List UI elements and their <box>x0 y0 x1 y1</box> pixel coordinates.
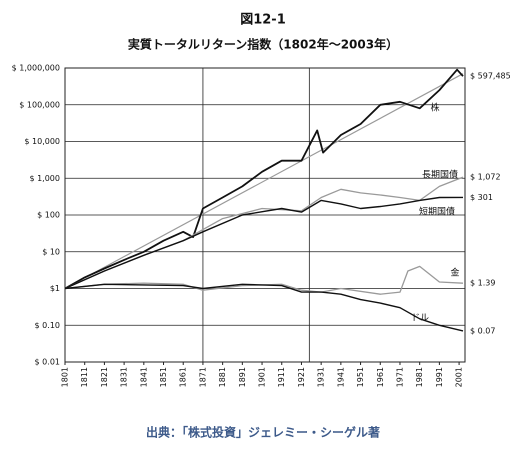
y-tick-label: $ 0.10 <box>35 321 60 330</box>
series-line <box>64 283 464 332</box>
series-line <box>64 176 464 290</box>
series-name: 短期国債 <box>419 206 455 218</box>
chart-subtitle: 実質トータルリターン指数（1802年～2003年） <box>128 37 398 52</box>
y-tick-label: $ 10 <box>42 247 60 256</box>
series-line <box>64 196 464 290</box>
source-note: 出典：「株式投資」ジェレミー・シーゲル著 <box>146 425 380 440</box>
x-tick-label: 1801 <box>61 367 70 387</box>
y-tick-label: $ 1,000 <box>29 174 60 183</box>
value-label: $ 597,485 <box>470 72 511 81</box>
x-tick-label: 1891 <box>238 367 247 387</box>
series-name: 株 <box>430 102 439 114</box>
y-tick-label: $ 100,000 <box>19 100 60 109</box>
value-label: $ 0.07 <box>470 326 495 335</box>
x-tick-label: 1951 <box>356 367 365 387</box>
y-tick-label: $ 100 <box>37 211 60 220</box>
x-tick-label: 1921 <box>297 367 306 387</box>
x-tick-label: 1861 <box>179 367 188 387</box>
x-tick-label: 1831 <box>120 367 129 387</box>
x-tick-label: 1941 <box>336 367 345 387</box>
y-tick-label: $ 10,000 <box>24 137 60 146</box>
series-line <box>64 68 464 290</box>
series-line <box>64 265 464 295</box>
x-tick-label: 1981 <box>415 367 424 387</box>
value-label: $ 1.39 <box>470 279 495 288</box>
x-tick-label: 1871 <box>198 367 207 387</box>
chart-title: 図12-1 <box>240 13 286 28</box>
y-tick-label: $1 <box>50 284 60 293</box>
x-tick-label: 1991 <box>435 367 444 387</box>
series-name: ドル <box>411 314 429 324</box>
x-tick-label: 1811 <box>80 367 89 387</box>
series-name: 長期国債 <box>422 169 458 181</box>
series-name: 金 <box>450 267 459 279</box>
x-tick-label: 1821 <box>100 367 109 387</box>
x-tick-label: 1961 <box>376 367 385 387</box>
value-label: $ 301 <box>470 193 493 202</box>
y-tick-label: $ 1,000,000 <box>12 64 60 73</box>
x-tick-label: 1971 <box>395 367 404 387</box>
x-tick-label: 1851 <box>159 367 168 387</box>
x-tick-label: 1901 <box>258 367 267 387</box>
x-tick-label: 1911 <box>277 367 286 387</box>
x-tick-label: 1841 <box>139 367 148 387</box>
x-tick-label: 1881 <box>218 367 227 387</box>
value-label: $ 1,072 <box>470 173 501 182</box>
y-tick-label: $ 0.01 <box>35 358 60 367</box>
trend-line <box>64 73 464 290</box>
x-tick-label: 1931 <box>317 367 326 387</box>
x-tick-label: 2001 <box>455 367 464 387</box>
